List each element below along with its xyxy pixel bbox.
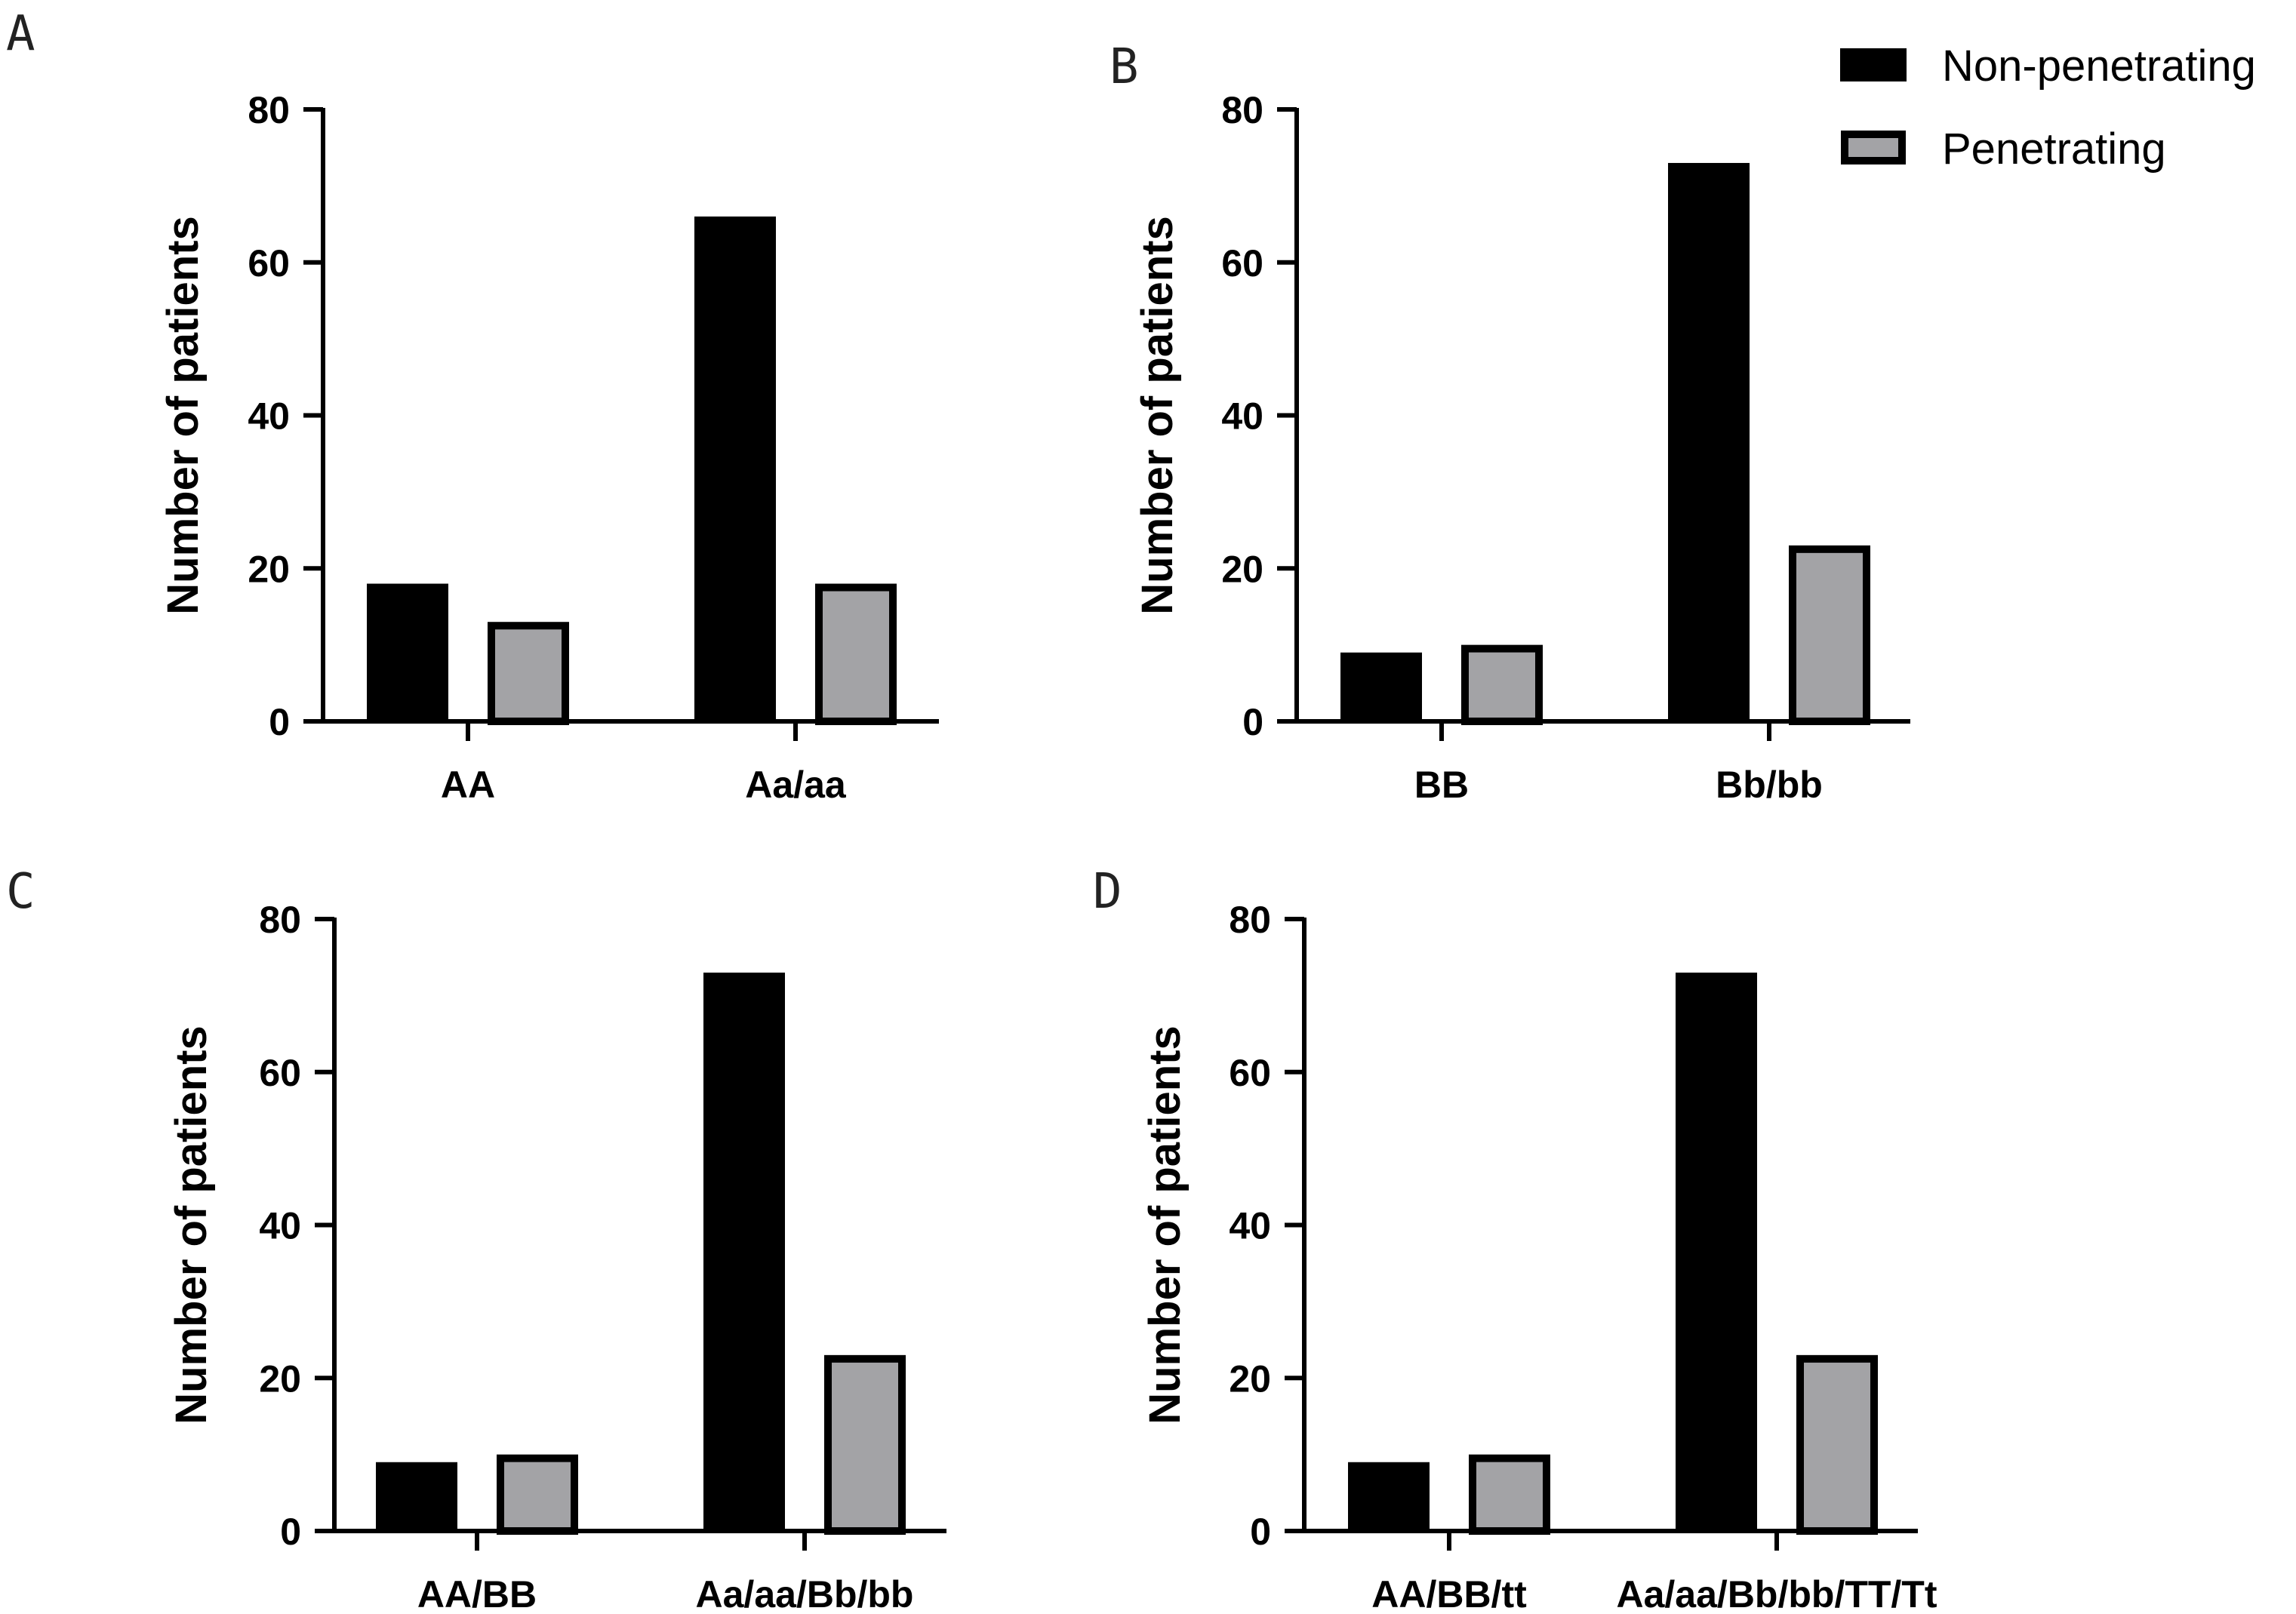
legend-swatch-penetrating (1841, 131, 1906, 164)
y-tick-label: 80 (1229, 899, 1271, 941)
y-tick-label: 20 (259, 1357, 301, 1400)
bar-non-penetrating (703, 972, 785, 1531)
chart-panel-a: A 0 20 40 60 80 Number of patients AA Aa/aa (6, 6, 939, 806)
y-tick-label: 0 (269, 701, 290, 743)
bar-non-penetrating (1348, 1462, 1430, 1531)
chart-panels: A 0 20 40 60 80 Number of patients AA Aa/aa B 0 20 4… (6, 6, 1937, 1614)
y-tick-label: 40 (1229, 1205, 1271, 1247)
chart-panel-d: D 0 20 40 60 80 Number of patients AA/BB/tt Aa/a… (1093, 864, 1937, 1614)
y-tick-label: 60 (1221, 242, 1263, 284)
x-category-label: Bb/bb (1716, 764, 1823, 806)
legend: Non-penetrating Penetrating (1840, 42, 2256, 174)
y-tick-label: 0 (1250, 1511, 1271, 1553)
y-tick-label: 60 (248, 242, 290, 284)
chart-panel-c: C 0 20 40 60 80 Number of patients AA/BB Aa/aa/B… (6, 864, 946, 1614)
bar-penetrating (497, 1454, 578, 1535)
bar-penetrating (488, 622, 569, 726)
panel-letter: D (1093, 864, 1122, 920)
bar-penetrating (824, 1354, 906, 1536)
bar-penetrating (1789, 545, 1870, 726)
bar-penetrating (1469, 1454, 1550, 1535)
bar-non-penetrating (367, 583, 448, 721)
y-axis-title: Number of patients (1133, 216, 1182, 615)
bar-penetrating (1461, 644, 1543, 725)
legend-label-penetrating: Penetrating (1942, 125, 2166, 174)
y-tick-label: 40 (248, 395, 290, 438)
bar-non-penetrating (376, 1462, 457, 1531)
y-tick-label: 40 (259, 1205, 301, 1247)
x-category-label: Aa/aa/Bb/bb (696, 1573, 914, 1614)
chart-panel-b: B 0 20 40 60 80 Number of patients BB Bb/bb (1110, 39, 1910, 806)
legend-label-non-penetrating: Non-penetrating (1942, 42, 2256, 91)
y-tick-label: 20 (1229, 1357, 1271, 1400)
y-tick-label: 0 (1242, 701, 1263, 743)
y-axis-title: Number of patients (1140, 1025, 1190, 1425)
x-category-label: BB (1414, 764, 1469, 806)
bar-penetrating (1796, 1354, 1878, 1536)
bar-non-penetrating (1676, 972, 1757, 1531)
y-axis-title: Number of patients (167, 1025, 216, 1425)
bar-penetrating (815, 583, 897, 726)
bar-non-penetrating (1340, 652, 1422, 721)
x-category-label: AA/BB/tt (1371, 1573, 1527, 1614)
y-tick-label: 80 (248, 89, 290, 131)
y-tick-label: 40 (1221, 395, 1263, 438)
x-category-label: AA (441, 764, 495, 806)
bar-non-penetrating (694, 216, 776, 721)
panel-letter: A (6, 6, 35, 62)
x-category-label: Aa/aa/Bb/bb/TT/Tt (1617, 1573, 1937, 1614)
y-tick-label: 0 (280, 1511, 301, 1553)
panel-letter: C (6, 864, 35, 920)
y-tick-label: 60 (259, 1052, 301, 1094)
y-tick-label: 20 (1221, 548, 1263, 590)
y-tick-label: 80 (1221, 89, 1263, 131)
y-axis-title: Number of patients (159, 216, 208, 615)
y-tick-label: 80 (259, 899, 301, 941)
y-tick-label: 60 (1229, 1052, 1271, 1094)
x-category-label: Aa/aa (745, 764, 847, 806)
y-tick-label: 20 (248, 548, 290, 590)
legend-swatch-non-penetrating (1840, 48, 1907, 81)
bar-non-penetrating (1668, 162, 1750, 721)
x-category-label: AA/BB (417, 1573, 537, 1614)
panel-letter: B (1110, 39, 1139, 95)
